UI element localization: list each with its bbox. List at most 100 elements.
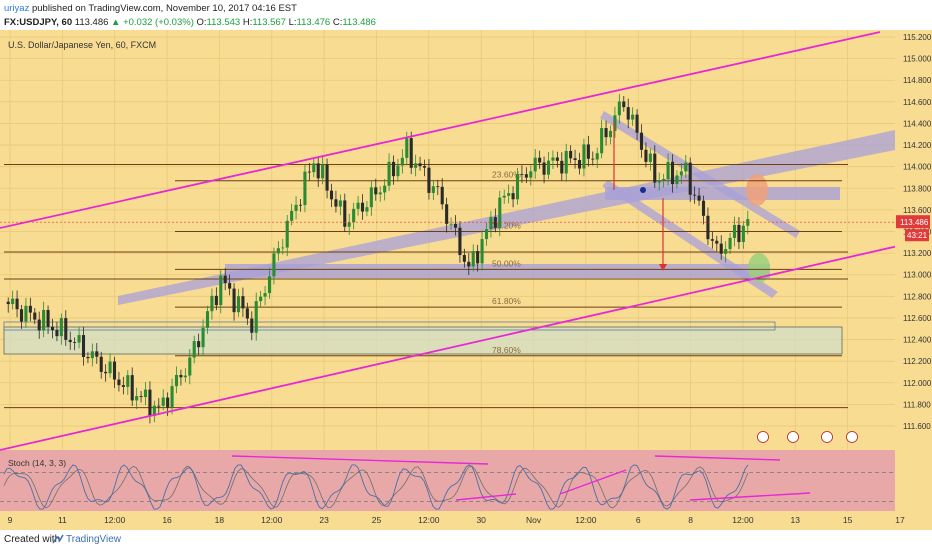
candle-body <box>59 318 63 337</box>
candle-body <box>493 217 497 228</box>
chart-title: U.S. Dollar/Japanese Yen, 60, FXCM <box>8 40 156 50</box>
price-tick-label: 112.600 <box>903 314 932 323</box>
candle-body <box>343 200 347 227</box>
candle-body <box>396 165 400 177</box>
candle-body <box>272 253 276 277</box>
price-tick-label: 113.000 <box>903 271 932 280</box>
quote-line: FX:USDJPY, 60 113.486 ▲ +0.032 (+0.03%) … <box>4 17 376 28</box>
time-tick-label: 16 <box>162 515 172 525</box>
candle-body <box>378 192 382 195</box>
candle-body <box>157 405 161 407</box>
candle-body <box>312 163 316 173</box>
chart-canvas[interactable]: 23.60%38.20%50.00%61.80%78.60% 80.000040… <box>0 30 932 530</box>
candle-body <box>719 243 723 254</box>
candle-body <box>613 115 617 131</box>
candle-body <box>626 107 630 120</box>
candle-body <box>77 335 81 343</box>
price-tick-label: 114.400 <box>903 119 932 128</box>
stoch-k-line <box>3 464 749 510</box>
candle-body <box>161 397 165 406</box>
candle-body <box>254 301 258 333</box>
candle-body <box>347 222 351 227</box>
zones <box>3 111 895 355</box>
candle-body <box>414 163 418 168</box>
stoch-band <box>0 450 895 511</box>
candle-body <box>298 204 303 206</box>
stoch-trendline <box>231 455 489 465</box>
price-tick-label: 113.800 <box>903 184 932 193</box>
time-axis: 9 11 12:00 16 18 12:00 23 25 12:00 30 Nov 12:00 6 8 12… <box>8 515 905 525</box>
demand-band <box>225 264 770 278</box>
candle-body <box>577 159 582 169</box>
candle-body <box>511 193 515 200</box>
candle-body <box>365 207 369 212</box>
candle-body <box>148 389 152 416</box>
price-axis: 115.200 115.000 114.800 114.600 114.400 114.2… <box>903 33 932 431</box>
candle-body <box>232 288 236 313</box>
candle-body <box>95 351 99 357</box>
candle-body <box>50 326 55 331</box>
countdown-tag <box>905 229 929 242</box>
time-tick-label: 30 <box>476 515 486 525</box>
candle-body <box>64 318 68 340</box>
price-tick-label: 112.000 <box>903 379 932 388</box>
candle-body <box>520 173 524 175</box>
chart-header: uriyaz published on TradingView.com, Nov… <box>0 0 932 30</box>
candle-body <box>294 204 298 211</box>
price-tick-label: 112.800 <box>903 292 932 301</box>
fib-label: 61.80% <box>492 296 521 306</box>
stoch-trendline <box>654 455 781 461</box>
marker-dot <box>640 187 646 193</box>
annotations <box>0 122 895 443</box>
candle-body <box>188 357 192 376</box>
candle-body <box>236 296 241 313</box>
stoch-label: Stoch (14, 3, 3) <box>8 458 66 468</box>
candle-body <box>210 295 214 312</box>
candle-body <box>476 251 480 264</box>
fib-label: 50.00% <box>492 258 521 268</box>
candle-body <box>484 229 489 240</box>
candle-body <box>573 158 577 160</box>
candle-body <box>436 186 440 188</box>
price-tick-label: 113.200 <box>903 249 932 258</box>
candle-body <box>259 296 263 302</box>
candle-body <box>462 255 466 262</box>
time-tick-label: 12:00 <box>418 515 440 525</box>
candle-body <box>19 309 24 322</box>
price-tick-label: 114.800 <box>903 76 932 85</box>
fib-label: 23.60% <box>492 170 521 180</box>
time-axis-bg <box>0 512 932 530</box>
candle-body <box>37 319 41 331</box>
publish-line: uriyaz published on TradingView.com, Nov… <box>4 3 297 14</box>
candle-body <box>86 356 90 359</box>
candle-body <box>338 200 342 207</box>
candle-body <box>449 223 453 225</box>
time-tick-label: 18 <box>215 515 225 525</box>
current-price-label: 113.486 <box>900 218 929 227</box>
candle-body <box>387 161 391 186</box>
falling-band-upper <box>600 111 800 238</box>
candle-body <box>46 309 50 327</box>
low-label: L: <box>288 17 297 28</box>
candle-body <box>81 335 86 357</box>
stoch-trendline <box>559 469 627 495</box>
candle-body <box>325 164 329 191</box>
arrow-head <box>659 264 667 271</box>
author-link[interactable]: uriyaz <box>4 3 30 14</box>
candle-body <box>219 275 223 306</box>
symbol-label[interactable]: FX:USDJPY, 60 <box>4 17 73 28</box>
tradingview-link[interactable]: TradingView <box>66 534 122 545</box>
last-price: 113.486 <box>74 17 109 28</box>
candle-body <box>471 251 475 267</box>
countdown-label: 43:21 <box>907 231 928 240</box>
candle-body <box>706 215 710 240</box>
high-label: H: <box>242 17 253 28</box>
price-tick-label: 111.600 <box>903 422 931 431</box>
candle-body <box>285 220 289 248</box>
candle-body <box>600 128 604 154</box>
candle-body <box>644 149 648 162</box>
candle-body <box>11 298 15 305</box>
candle-body <box>108 361 112 374</box>
candle-body <box>688 162 692 195</box>
candle-body <box>409 138 413 168</box>
